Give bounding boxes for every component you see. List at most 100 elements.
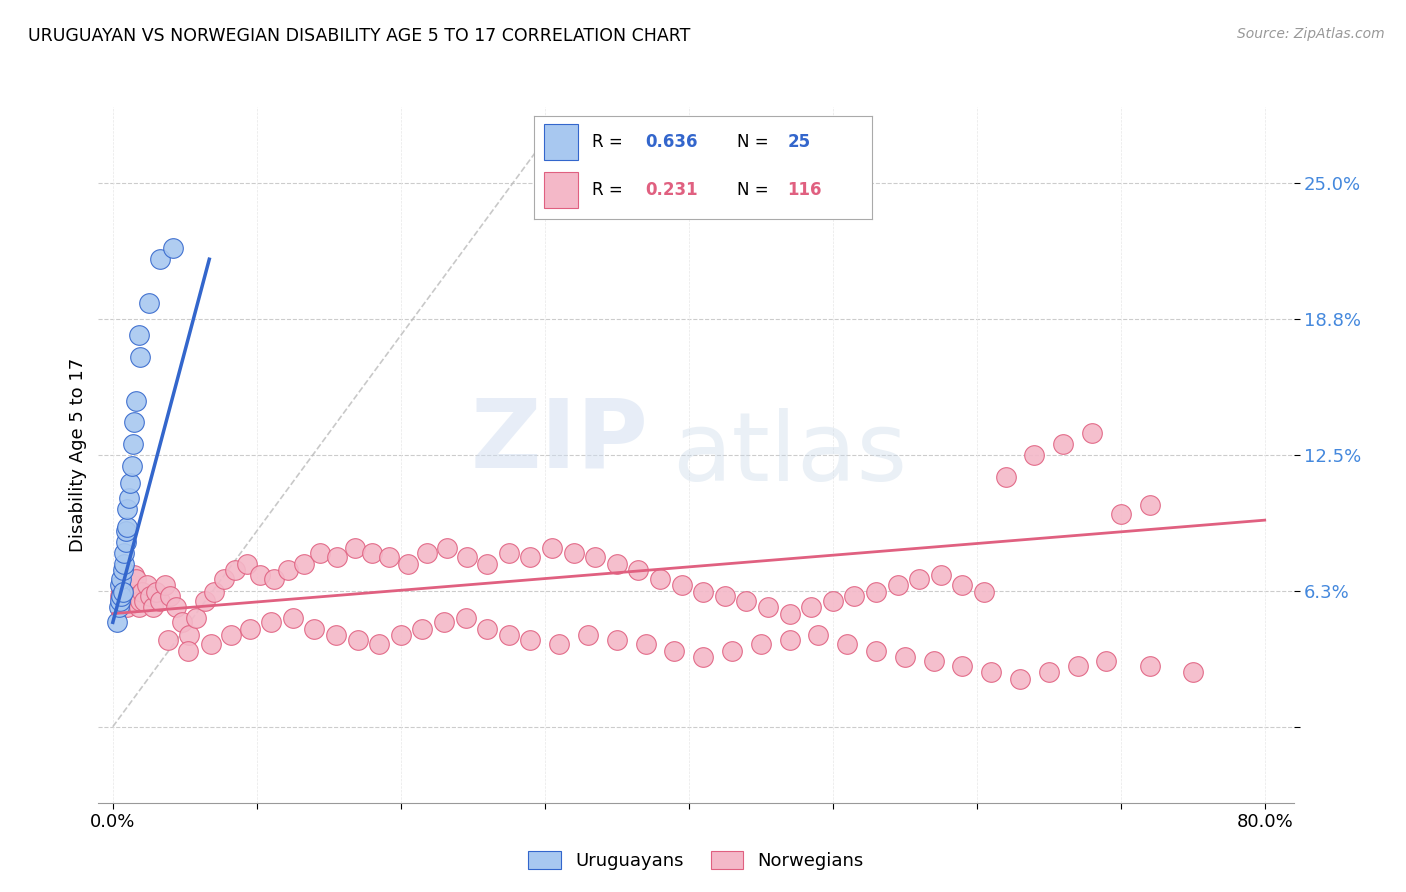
Point (454, 611, 477, 625)
Point (112, 578, 135, 592)
Point (844, 589, 866, 603)
Point (415, 546, 437, 560)
Point (224, 563, 246, 577)
Point (118, 589, 141, 603)
Point (865, 643, 887, 657)
Point (973, 585, 995, 599)
Point (1008, 672, 1031, 686)
Point (325, 628, 347, 642)
Point (519, 632, 541, 647)
Point (179, 628, 201, 642)
Point (606, 557, 628, 571)
Point (562, 546, 585, 560)
Point (292, 557, 315, 571)
Point (108, 589, 131, 603)
Point (110, 572, 132, 586)
Point (149, 252, 172, 267)
Point (1066, 658, 1088, 673)
Point (176, 643, 198, 657)
Text: R =: R = (592, 133, 627, 151)
Point (1024, 448, 1046, 462)
Point (692, 585, 714, 599)
Point (136, 578, 159, 592)
Point (1081, 426, 1104, 441)
Point (159, 589, 181, 603)
Point (145, 585, 167, 599)
Text: 0.636: 0.636 (645, 133, 699, 151)
Point (950, 658, 973, 673)
Point (134, 593, 156, 607)
Point (994, 469, 1017, 483)
Point (1109, 507, 1132, 521)
Point (692, 650, 714, 665)
Point (138, 295, 160, 310)
Point (111, 585, 134, 599)
Point (908, 572, 931, 586)
Point (128, 600, 150, 615)
Point (671, 578, 693, 592)
Point (108, 593, 131, 607)
Point (124, 567, 146, 582)
Point (477, 622, 499, 636)
Point (105, 615, 128, 630)
Point (115, 519, 138, 533)
Point (219, 628, 242, 642)
Point (980, 665, 1002, 680)
Point (112, 546, 135, 560)
Point (122, 437, 145, 451)
Point (721, 643, 744, 657)
Point (121, 458, 143, 473)
Bar (544, 172, 578, 208)
Point (929, 567, 952, 582)
Point (396, 557, 419, 571)
Point (627, 563, 650, 577)
Point (361, 546, 384, 560)
Point (1181, 665, 1204, 680)
Point (202, 585, 225, 599)
Point (648, 572, 671, 586)
Bar (544, 124, 578, 160)
Point (735, 593, 758, 607)
Point (519, 550, 541, 565)
Point (576, 628, 599, 642)
Point (821, 593, 844, 607)
Text: Source: ZipAtlas.com: Source: ZipAtlas.com (1237, 27, 1385, 41)
Text: N =: N = (737, 181, 773, 199)
Point (131, 585, 153, 599)
Point (713, 589, 735, 603)
Point (664, 643, 686, 657)
Point (115, 502, 138, 516)
Point (129, 593, 152, 607)
Point (1038, 665, 1060, 680)
Text: ZIP: ZIP (470, 394, 648, 488)
Point (149, 593, 172, 607)
Point (112, 557, 135, 571)
Point (115, 600, 138, 615)
Point (1095, 655, 1118, 669)
Point (118, 491, 141, 506)
Point (111, 593, 134, 607)
Point (239, 622, 262, 636)
Y-axis label: Disability Age 5 to 17: Disability Age 5 to 17 (69, 358, 87, 552)
Point (153, 578, 176, 592)
Point (122, 578, 145, 592)
Point (125, 393, 148, 408)
Point (779, 607, 801, 621)
Point (389, 628, 412, 642)
Point (235, 557, 257, 571)
Point (120, 476, 142, 491)
Point (749, 637, 772, 651)
Point (541, 541, 564, 556)
Point (162, 241, 184, 255)
Point (165, 600, 187, 615)
Point (1052, 437, 1074, 451)
Point (139, 589, 162, 603)
Point (125, 572, 148, 586)
Point (249, 567, 271, 582)
Point (186, 611, 208, 625)
Point (1139, 658, 1161, 673)
Point (548, 637, 571, 651)
Point (108, 578, 131, 592)
Point (194, 593, 217, 607)
Point (120, 593, 142, 607)
